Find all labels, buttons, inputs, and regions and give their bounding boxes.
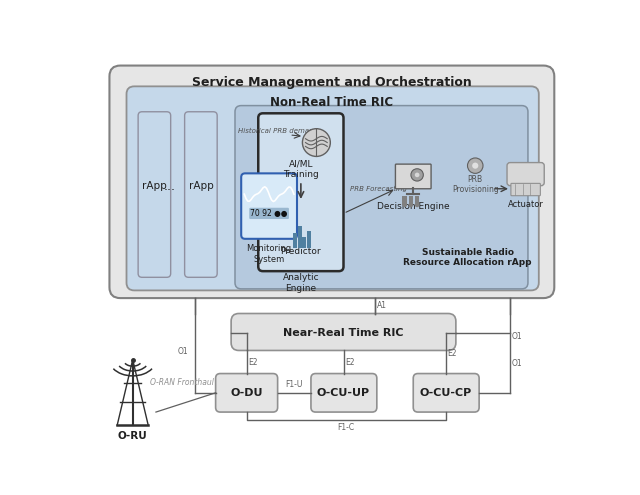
Text: E2: E2 — [345, 358, 355, 367]
Text: E2: E2 — [248, 358, 258, 367]
Text: Near-Real Time RIC: Near-Real Time RIC — [284, 328, 404, 338]
Text: Service Management and Orchestration: Service Management and Orchestration — [192, 76, 472, 89]
FancyBboxPatch shape — [235, 105, 528, 289]
Text: AI/ML
Training: AI/ML Training — [283, 159, 319, 179]
Circle shape — [408, 202, 413, 207]
Text: O-CU-UP: O-CU-UP — [317, 388, 370, 398]
Text: O1: O1 — [178, 347, 189, 356]
FancyBboxPatch shape — [413, 374, 479, 412]
Text: Analytic
Engine: Analytic Engine — [283, 273, 319, 293]
Text: F1-C: F1-C — [337, 423, 355, 432]
FancyBboxPatch shape — [259, 113, 344, 271]
FancyBboxPatch shape — [311, 374, 377, 412]
Text: F1-U: F1-U — [285, 380, 303, 389]
Circle shape — [303, 129, 330, 156]
Text: Sustainable Radio
Resource Allocation rApp: Sustainable Radio Resource Allocation rA… — [403, 248, 532, 267]
Text: O1: O1 — [511, 332, 522, 341]
Text: O-CU-CP: O-CU-CP — [420, 388, 472, 398]
Bar — [408, 196, 413, 205]
Bar — [293, 233, 297, 248]
Text: E2: E2 — [447, 349, 457, 358]
Circle shape — [415, 202, 419, 207]
Text: Monitoring
System: Monitoring System — [246, 244, 292, 264]
Text: Historical PRB demand: Historical PRB demand — [237, 128, 317, 134]
Circle shape — [472, 162, 478, 169]
Bar — [307, 231, 311, 248]
Text: Non-Real Time RIC: Non-Real Time RIC — [270, 97, 394, 109]
Text: A1: A1 — [377, 301, 387, 310]
Text: rApp: rApp — [189, 182, 213, 192]
Text: ...: ... — [164, 180, 176, 193]
Text: PRB
Provisioning: PRB Provisioning — [452, 175, 499, 195]
FancyBboxPatch shape — [184, 112, 217, 277]
Text: 70 92 ●●: 70 92 ●● — [250, 209, 288, 218]
Circle shape — [467, 158, 483, 173]
Circle shape — [415, 173, 419, 177]
Circle shape — [411, 169, 423, 181]
FancyBboxPatch shape — [241, 173, 297, 239]
Text: Predictor: Predictor — [280, 247, 321, 255]
Text: rApp: rApp — [142, 182, 167, 192]
Text: Actuator: Actuator — [508, 199, 543, 208]
FancyBboxPatch shape — [507, 162, 544, 186]
Text: Decision Engine: Decision Engine — [377, 202, 449, 211]
FancyBboxPatch shape — [231, 313, 456, 350]
FancyBboxPatch shape — [511, 183, 540, 196]
FancyBboxPatch shape — [216, 374, 278, 412]
Bar — [403, 196, 407, 205]
Bar — [303, 237, 307, 248]
Text: PRB Forecasting: PRB Forecasting — [350, 186, 407, 192]
Circle shape — [403, 202, 407, 207]
Bar — [415, 196, 419, 205]
FancyBboxPatch shape — [109, 65, 554, 298]
Text: O-DU: O-DU — [230, 388, 263, 398]
Text: O-RU: O-RU — [118, 431, 148, 441]
FancyBboxPatch shape — [396, 164, 431, 189]
Text: O-RAN Fronthaul: O-RAN Fronthaul — [150, 378, 214, 387]
FancyBboxPatch shape — [138, 112, 171, 277]
Text: O1: O1 — [511, 359, 522, 368]
Bar — [298, 227, 301, 248]
FancyBboxPatch shape — [127, 86, 539, 291]
